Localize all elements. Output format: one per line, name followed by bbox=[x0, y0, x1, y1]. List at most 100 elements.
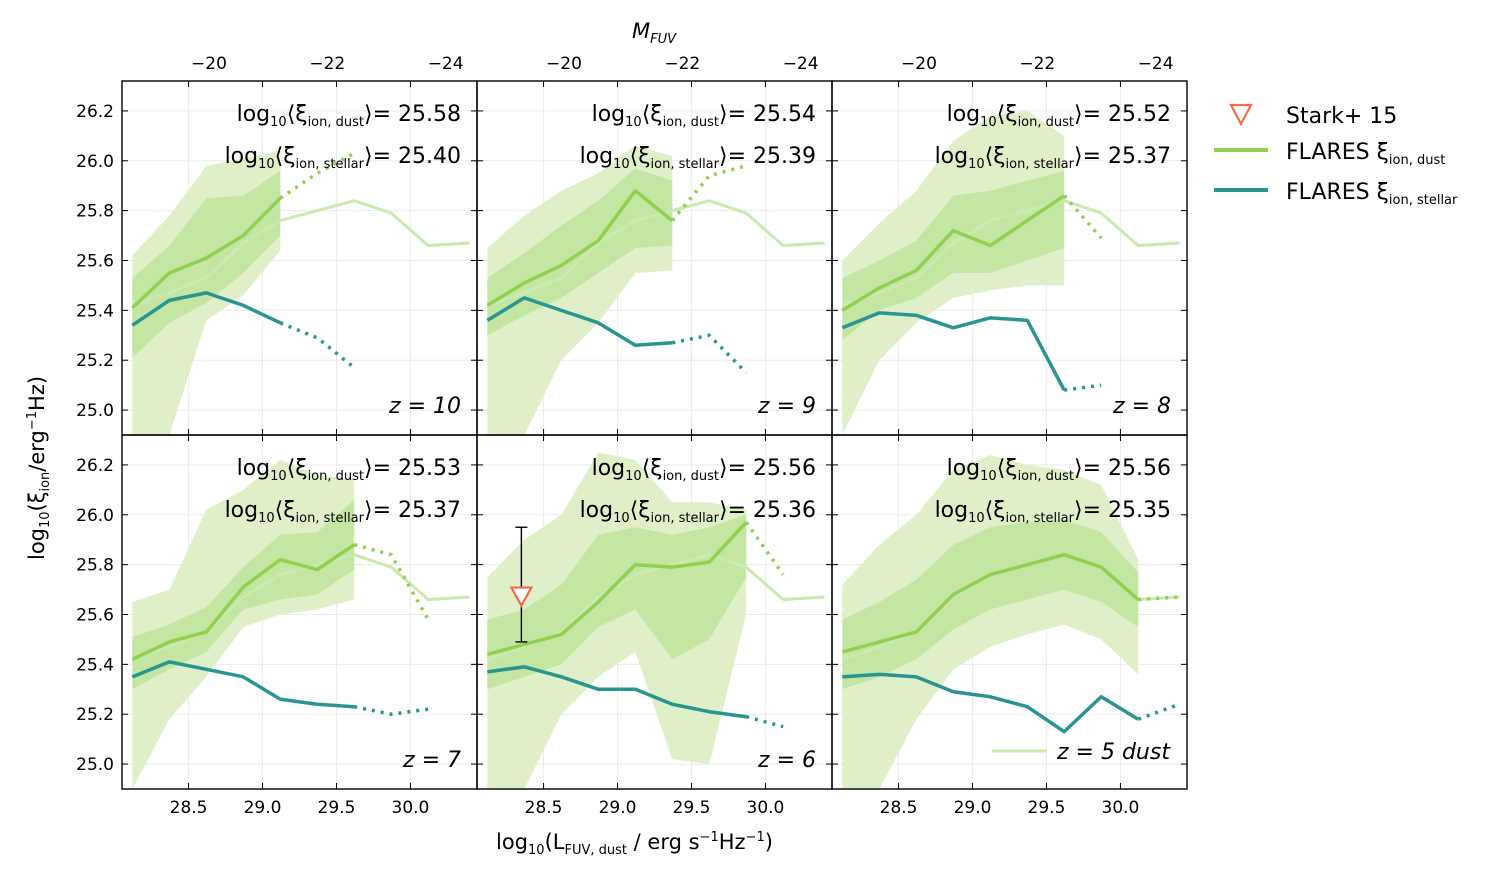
x-tick-label: 28.5 bbox=[170, 798, 208, 818]
z5-reference-line bbox=[486, 199, 825, 307]
panel-1: 25.0 25.2 25.4 25.6 25.8 26.0 26.2 −20 −22 −24 log… bbox=[76, 54, 478, 436]
panel-4: 28.5 29.0 29.5 30.0 25.0 25.2 25.4 25.6 25.8 26.0… bbox=[76, 434, 478, 818]
dust-series-line bbox=[131, 196, 282, 310]
percentile-band-inner bbox=[487, 514, 747, 690]
y-tick-label: 25.6 bbox=[76, 251, 114, 271]
panel-plot-area bbox=[131, 459, 470, 789]
stellar-mean-annotation: log10⟨ξion, stellar⟩= 25.39 bbox=[580, 144, 816, 172]
stellar-mean-annotation: log10⟨ξion, stellar⟩= 25.40 bbox=[225, 144, 461, 172]
top-tick-label: −24 bbox=[783, 54, 819, 74]
stark15-marker bbox=[509, 586, 534, 608]
stellar-series-line bbox=[841, 311, 1066, 391]
dust-mean-annotation: log10⟨ξion, dust⟩= 25.52 bbox=[947, 102, 1171, 130]
panel-3: −20 −22 −24 log10⟨ξion, dust⟩= 25.52 log10⟨ξ… bbox=[831, 54, 1188, 436]
y-axis-label: log10(ξion/erg−1Hz) bbox=[25, 376, 53, 560]
stellar-mean-annotation: log10⟨ξion, stellar⟩= 25.37 bbox=[225, 498, 461, 526]
dust-series-dotted-line bbox=[1138, 595, 1180, 602]
dust-mean-annotation: log10⟨ξion, dust⟩= 25.53 bbox=[237, 456, 461, 484]
stellar-series-line bbox=[131, 660, 355, 709]
stellar-series-dotted-line bbox=[1063, 383, 1102, 392]
y-tick-label: 26.0 bbox=[76, 506, 114, 526]
y-tick-label: 25.0 bbox=[76, 755, 114, 775]
top-tick-label: −22 bbox=[309, 54, 345, 74]
dust-mean-annotation: log10⟨ξion, dust⟩= 25.54 bbox=[592, 102, 816, 130]
panel-frame bbox=[831, 434, 1188, 790]
panel-plot-area bbox=[841, 454, 1181, 789]
panel-plot-area bbox=[486, 452, 825, 789]
dust-series-dotted-line bbox=[670, 164, 747, 222]
top-tick-label: −20 bbox=[901, 54, 937, 74]
redshift-label: z = 8 bbox=[1112, 394, 1171, 419]
dust-series-line bbox=[131, 543, 356, 661]
dust-mean-annotation: log10⟨ξion, dust⟩= 25.58 bbox=[237, 102, 461, 130]
legend-stark-marker bbox=[1229, 103, 1253, 127]
top-tick-label: −22 bbox=[1019, 54, 1055, 74]
top-tick-label: −24 bbox=[1138, 54, 1174, 74]
dust-series-dotted-line bbox=[279, 151, 356, 200]
dust-series-line bbox=[486, 521, 748, 657]
y-tick-label: 26.2 bbox=[76, 456, 114, 476]
redshift-label: z = 6 bbox=[757, 748, 816, 773]
top-tick-label: −22 bbox=[664, 54, 700, 74]
legend-dust-label: FLARES ξion, dust bbox=[1286, 140, 1445, 168]
panel-plot-area bbox=[131, 150, 470, 435]
stellar-series-dotted-line bbox=[353, 705, 429, 716]
x-tick-label: 28.5 bbox=[525, 798, 563, 818]
x-tick-label: 29.0 bbox=[244, 798, 282, 818]
x-tick-label: 30.0 bbox=[1102, 798, 1140, 818]
x-tick-label: 30.0 bbox=[392, 798, 430, 818]
y-tick-label: 25.8 bbox=[76, 202, 114, 222]
percentile-band-inner bbox=[842, 170, 1065, 341]
redshift-label: z = 10 bbox=[388, 394, 461, 419]
legend-stark-label: Stark+ 15 bbox=[1286, 104, 1397, 129]
x-tick-label: 29.5 bbox=[1028, 798, 1066, 818]
redshift-label: z = 7 bbox=[402, 748, 461, 773]
panel-5: 28.5 29.0 29.5 30.0 log10⟨ξion, dust⟩= 25.56… bbox=[476, 434, 833, 818]
y-tick-label: 25.2 bbox=[76, 705, 114, 725]
dust-series-dotted-line bbox=[744, 521, 785, 576]
y-tick-label: 25.2 bbox=[76, 351, 114, 371]
panel-plot-area bbox=[841, 110, 1180, 435]
x-tick-label: 29.5 bbox=[673, 798, 711, 818]
panel-grid: 25.0 25.2 25.4 25.6 25.8 26.0 26.2 −20 −22 −24 log… bbox=[76, 54, 1188, 818]
y-tick-label: 25.6 bbox=[76, 605, 114, 625]
y-tick-label: 25.4 bbox=[76, 301, 114, 321]
dust-series-dotted-line bbox=[353, 543, 430, 621]
stellar-series-dotted-line bbox=[671, 333, 748, 374]
percentile-band-inner bbox=[842, 519, 1139, 690]
panel-2: −20 −22 −24 log10⟨ξion, dust⟩= 25.54 log10⟨ξ… bbox=[476, 54, 833, 436]
redshift-label: z = 9 bbox=[757, 394, 816, 419]
legend-stellar-label: FLARES ξion, stellar bbox=[1286, 180, 1458, 208]
x-axis-label: log10(LFUV, dust / erg s−1Hz−1) bbox=[496, 830, 773, 858]
z5-legend-label: z = 5 dust bbox=[1056, 740, 1171, 765]
top-tick-label: −20 bbox=[546, 54, 582, 74]
z5-reference-line bbox=[841, 199, 1180, 307]
z5-reference-line bbox=[131, 199, 470, 307]
x-tick-label: 29.5 bbox=[318, 798, 356, 818]
dust-series-line bbox=[841, 194, 1066, 312]
y-tick-label: 25.0 bbox=[76, 401, 114, 421]
stellar-mean-annotation: log10⟨ξion, stellar⟩= 25.37 bbox=[935, 144, 1171, 172]
legend: Stark+ 15 FLARES ξion, dust FLARES ξion,… bbox=[1214, 103, 1458, 208]
stellar-series-dotted-line bbox=[279, 321, 356, 370]
stellar-mean-annotation: log10⟨ξion, stellar⟩= 25.35 bbox=[935, 498, 1171, 526]
dust-series-line bbox=[486, 188, 674, 307]
dust-series-dotted-line bbox=[1062, 194, 1103, 240]
percentile-band-inner bbox=[132, 499, 355, 690]
x-tick-label: 29.0 bbox=[599, 798, 637, 818]
y-tick-label: 25.4 bbox=[76, 655, 114, 675]
y-tick-label: 25.8 bbox=[76, 556, 114, 576]
percentile-band-inner bbox=[132, 170, 281, 358]
z5-reference-line bbox=[131, 553, 470, 661]
dust-mean-annotation: log10⟨ξion, dust⟩= 25.56 bbox=[947, 456, 1171, 484]
x-tick-label: 29.0 bbox=[954, 798, 992, 818]
stellar-series-line bbox=[487, 665, 747, 719]
dust-mean-annotation: log10⟨ξion, dust⟩= 25.56 bbox=[592, 456, 816, 484]
top-tick-label: −20 bbox=[191, 54, 227, 74]
stellar-series-line bbox=[486, 296, 673, 348]
stellar-series-line bbox=[131, 291, 282, 327]
top-axis-label: MFUV bbox=[632, 19, 677, 47]
stellar-series-line bbox=[842, 672, 1140, 734]
x-tick-label: 28.5 bbox=[880, 798, 918, 818]
